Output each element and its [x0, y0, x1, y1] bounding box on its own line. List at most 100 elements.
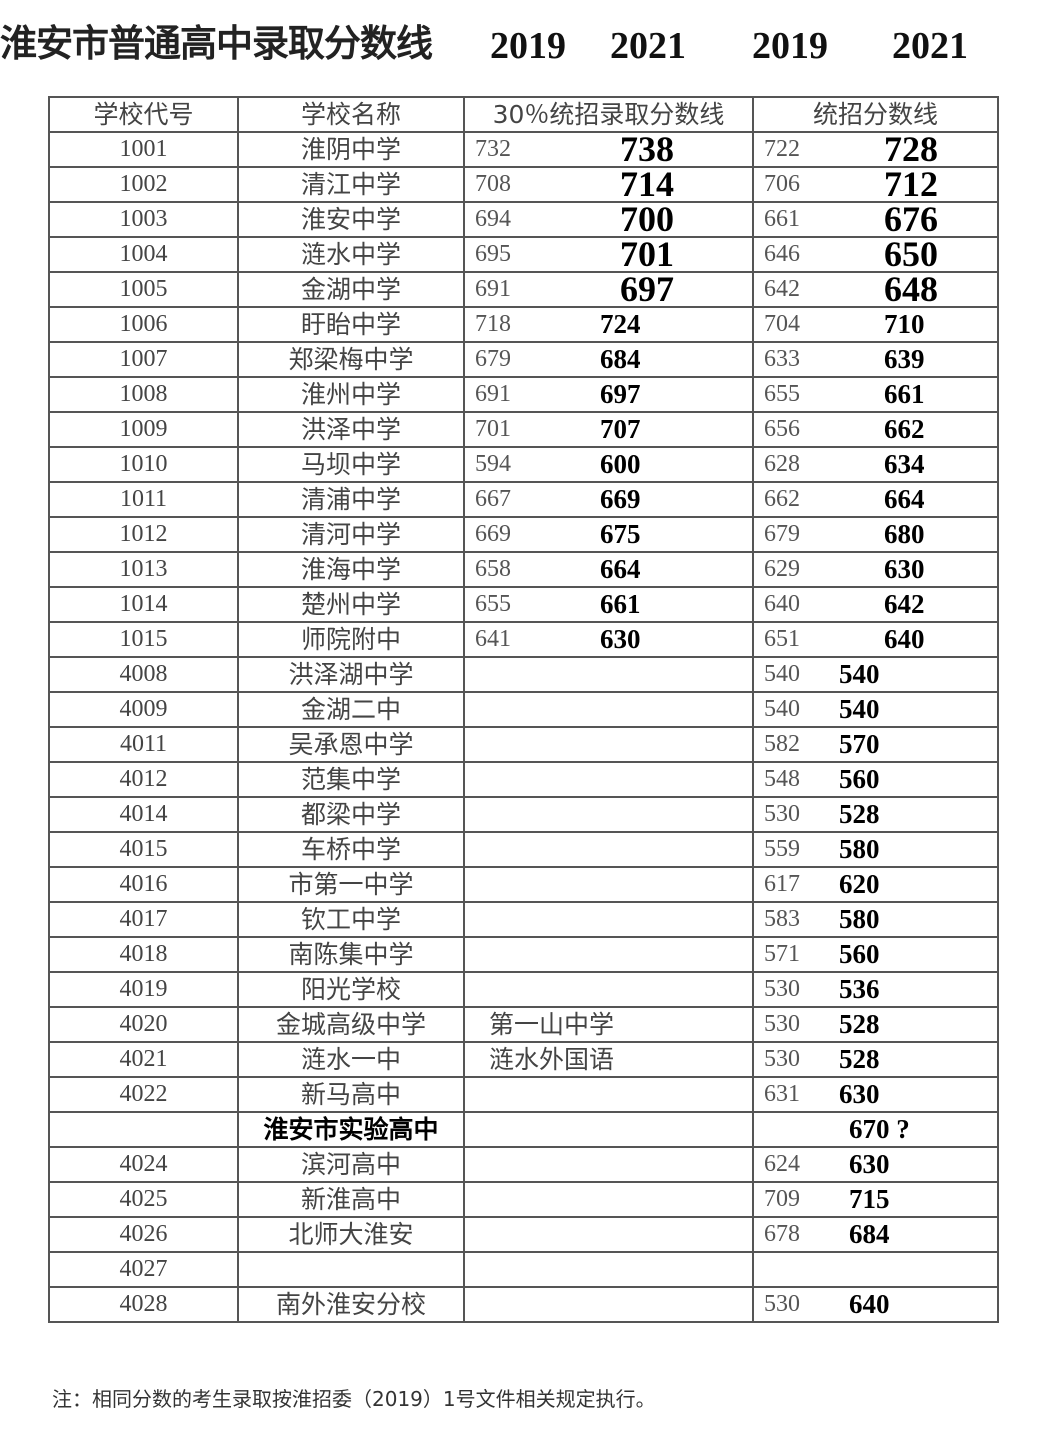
year-label: 2019 [490, 25, 566, 67]
school-code: 4012 [48, 761, 239, 798]
score-tongzhao-2019: 633 [764, 346, 800, 372]
header-tongzhao: 统招分数线 [752, 96, 999, 133]
cell-30pct [463, 691, 754, 728]
score-30pct-2019: 658 [475, 556, 511, 582]
score-tongzhao-2021: 580 [839, 904, 880, 934]
school-name: 车桥中学 [237, 831, 465, 868]
cell-30pct [463, 1251, 754, 1288]
cell-tongzhao: 583 580 [752, 901, 999, 938]
score-tongzhao-2021: 630 [849, 1149, 890, 1179]
cell-30pct: 658 664 [463, 551, 754, 588]
score-tongzhao-2019: 651 [764, 626, 800, 652]
school-code: 4028 [48, 1286, 239, 1323]
cell-tongzhao: 670 ? [752, 1111, 999, 1148]
cell-30pct [463, 761, 754, 798]
school-code: 1008 [48, 376, 239, 413]
school-name: 钦工中学 [237, 901, 465, 938]
school-name: 新淮高中 [237, 1181, 465, 1218]
score-tongzhao-2021: 560 [839, 764, 880, 794]
score-tongzhao-2021: 662 [884, 414, 925, 444]
cell-tongzhao: 631 630 [752, 1076, 999, 1113]
score-tongzhao-2021: 715 [849, 1184, 890, 1214]
cell-tongzhao: 656 662 [752, 411, 999, 448]
table-row: 4017 钦工中学 583 580 [48, 901, 999, 938]
score-tongzhao-2019: 640 [764, 591, 800, 617]
school-code: 1004 [48, 236, 239, 273]
cell-tongzhao: 651 640 [752, 621, 999, 658]
year-label: 2019 [752, 25, 828, 67]
score-30pct-2019: 694 [475, 206, 511, 232]
score-tongzhao-2021: 676 [884, 199, 938, 239]
school-name: 楚州中学 [237, 586, 465, 623]
school-code: 1001 [48, 131, 239, 168]
table-row: 1010 马坝中学 594 600 628 634 [48, 446, 999, 483]
score-tongzhao-2019: 540 [764, 661, 800, 687]
school-name: 淮安中学 [237, 201, 465, 238]
school-code: 4027 [48, 1251, 239, 1288]
cell-tongzhao: 678 684 [752, 1216, 999, 1253]
school-name: 淮海中学 [237, 551, 465, 588]
school-name: 北师大淮安 [237, 1216, 465, 1253]
score-tongzhao-2019: 530 [764, 976, 800, 1002]
cell-tongzhao: 624 630 [752, 1146, 999, 1183]
score-30pct-2019: 594 [475, 451, 511, 477]
score-tongzhao-2021: 536 [839, 974, 880, 1004]
score-tongzhao-2021: 528 [839, 799, 880, 829]
cell-30pct: 679 684 [463, 341, 754, 378]
score-30pct-2019: 667 [475, 486, 511, 512]
score-tongzhao-2019: 678 [764, 1221, 800, 1247]
table-row: 1014 楚州中学 655 661 640 642 [48, 586, 999, 623]
cell-tongzhao: 642 648 [752, 271, 999, 308]
table-row: 4019 阳光学校 530 536 [48, 971, 999, 1008]
table-row: 1008 淮州中学 691 697 655 661 [48, 376, 999, 413]
year-label: 2021 [892, 25, 968, 67]
score-tongzhao-2021: 634 [884, 449, 925, 479]
cell-tongzhao: 633 639 [752, 341, 999, 378]
table-row: 1003 淮安中学 694 700 661 676 [48, 199, 999, 239]
school-code: 1015 [48, 621, 239, 658]
score-tongzhao-2021: 630 [884, 554, 925, 584]
score-30pct-2021: 714 [620, 164, 674, 204]
school-name: 盱眙中学 [237, 306, 465, 343]
table-row: 4008 洪泽湖中学 540 540 [48, 656, 999, 693]
score-tongzhao-2021: 528 [839, 1009, 880, 1039]
table-row: 4011 吴承恩中学 582 570 [48, 726, 999, 763]
score-tongzhao-2021: 650 [884, 234, 938, 274]
table-row: 1012 清河中学 669 675 679 680 [48, 516, 999, 553]
cell-30pct [463, 866, 754, 903]
score-tongzhao-2021: 580 [839, 834, 880, 864]
score-tongzhao-2019: 662 [764, 486, 800, 512]
table-row: 4022 新马高中 631 630 [48, 1076, 999, 1113]
score-30pct-2019: 708 [475, 171, 511, 197]
table-row: 1005 金湖中学 691 697 642 648 [48, 271, 999, 308]
score-30pct-2021: 701 [620, 234, 674, 274]
score-30pct-2019: 669 [475, 521, 511, 547]
table-row: 1015 师院附中 641 630 651 640 [48, 621, 999, 658]
score-tongzhao-2019: 709 [764, 1186, 800, 1212]
school-code: 4017 [48, 901, 239, 938]
school-code: 1009 [48, 411, 239, 448]
cell-30pct: 涟水外国语 [463, 1041, 754, 1078]
cell-tongzhao: 655 661 [752, 376, 999, 413]
school-name: 洪泽中学 [237, 411, 465, 448]
school-name: 吴承恩中学 [237, 726, 465, 763]
cell-30pct [463, 726, 754, 763]
score-tongzhao-2019: 582 [764, 731, 800, 757]
cell-tongzhao: 628 634 [752, 446, 999, 483]
school-name [237, 1251, 465, 1288]
cell-tongzhao: 662 664 [752, 481, 999, 518]
cell-tongzhao: 530 640 [752, 1286, 999, 1323]
table-row: 4009 金湖二中 540 540 [48, 691, 999, 728]
score-tongzhao-2019: 704 [764, 311, 800, 337]
header-30pct: 30％统招录取分数线 [463, 96, 754, 133]
table-row: 4027 [48, 1251, 999, 1288]
cell-30pct [463, 1216, 754, 1253]
school-code: 1005 [48, 271, 239, 308]
cell-tongzhao: 617 620 [752, 866, 999, 903]
footnote: 注：相同分数的考生录取按淮招委（2019）1号文件相关规定执行。 [52, 1387, 656, 1411]
school-code: 1002 [48, 166, 239, 203]
cell-30pct: 第一山中学 [463, 1006, 754, 1043]
score-tongzhao-2021: 640 [849, 1289, 890, 1319]
score-30pct-2021: 707 [600, 414, 641, 444]
merged-school-name: 涟水外国语 [489, 1045, 615, 1074]
